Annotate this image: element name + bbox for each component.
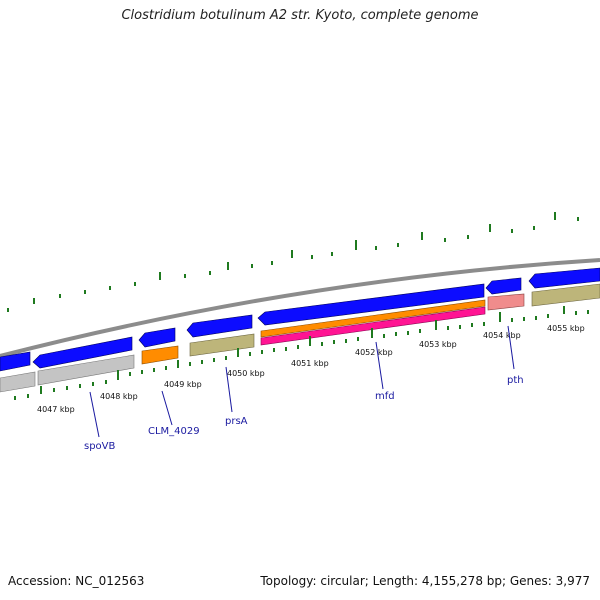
gene-labels: spoVB CLM_4029 prsA mfd pth [84, 375, 524, 452]
olive-feature [189, 333, 255, 357]
cds-arrow [186, 314, 253, 338]
feature-track [0, 283, 600, 393]
kbp-label: 4048 kbp [100, 392, 138, 401]
accession-text: Accession: NC_012563 [8, 574, 145, 588]
cds-arrow [138, 327, 176, 348]
inner-tick-row [14, 306, 589, 400]
kbp-label: 4054 kbp [483, 331, 521, 340]
gene-label-clm-4029: CLM_4029 [148, 426, 200, 437]
gene-leaders [89, 325, 515, 438]
orange-feature [141, 345, 179, 365]
kbp-label: 4047 kbp [37, 405, 75, 414]
genome-backbone [0, 258, 600, 358]
cds-arrow [32, 336, 133, 369]
gray-feature [0, 371, 36, 393]
kbp-label: 4051 kbp [291, 359, 329, 368]
cds-arrow [0, 351, 31, 372]
kbp-label: 4049 kbp [164, 380, 202, 389]
gene-label-pth: pth [507, 375, 524, 386]
orange-feature [260, 299, 486, 338]
gene-label-mfd: mfd [375, 391, 395, 402]
outer-tick-row [7, 212, 579, 312]
kbp-label: 4050 kbp [227, 369, 265, 378]
gray-feature [37, 354, 135, 386]
kbp-labels: 4047 kbp 4048 kbp 4049 kbp 4050 kbp 4051… [37, 324, 585, 414]
gene-label-prsa: prsA [225, 416, 248, 427]
kbp-label: 4052 kbp [355, 348, 393, 357]
magenta-feature [260, 306, 486, 346]
gene-label-spovb: spoVB [84, 441, 116, 452]
olive-feature [531, 283, 600, 307]
forward-cds-track [0, 267, 600, 372]
cds-arrow [257, 283, 485, 326]
cds-arrow [528, 267, 600, 289]
genome-info-text: Topology: circular; Length: 4,155,278 bp… [260, 574, 590, 588]
kbp-label: 4053 kbp [419, 340, 457, 349]
cds-arrow [485, 277, 522, 295]
map-title: Clostridium botulinum A2 str. Kyoto, com… [121, 8, 479, 23]
pink-feature [487, 293, 525, 311]
kbp-label: 4055 kbp [547, 324, 585, 333]
